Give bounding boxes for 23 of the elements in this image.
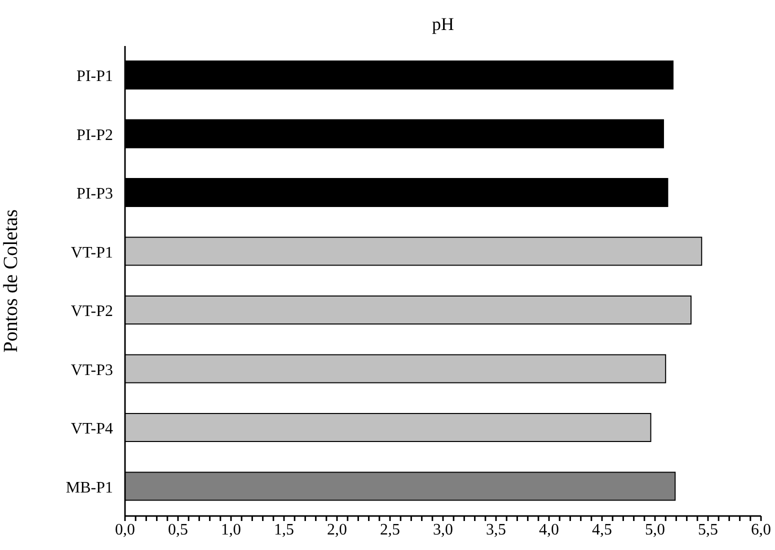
x-tick-label: 3,0	[433, 521, 453, 538]
chart-title: pH	[431, 14, 455, 35]
y-tick-label: VT-P1	[70, 244, 113, 262]
x-tick-label: 1,0	[221, 521, 241, 538]
y-tick-label: VT-P4	[70, 420, 113, 438]
x-tick-label: 2,0	[327, 521, 347, 538]
x-tick-label: 4,0	[539, 521, 559, 538]
y-tick-label: MB-P1	[66, 479, 113, 496]
y-axis-title: Pontos de Coletas	[0, 209, 22, 353]
x-tick-label: 0,5	[168, 521, 188, 538]
x-tick-label: 5,5	[698, 521, 718, 538]
x-tick-label: 3,5	[486, 521, 506, 538]
x-tick-label: 0,0	[115, 521, 135, 538]
x-tick-label: 6,0	[751, 521, 771, 538]
x-tick-label: 1,5	[274, 521, 294, 538]
y-tick-label: PI-P1	[76, 68, 113, 86]
x-tick-label: 5,0	[645, 521, 665, 538]
y-tick-label: PI-P3	[76, 186, 113, 203]
x-tick-label: 4,5	[592, 521, 612, 538]
y-tick-label: PI-P2	[76, 126, 113, 144]
x-tick-label: 2,5	[380, 521, 400, 538]
y-tick-label: VT-P3	[70, 362, 113, 379]
y-tick-label: VT-P2	[70, 303, 113, 320]
